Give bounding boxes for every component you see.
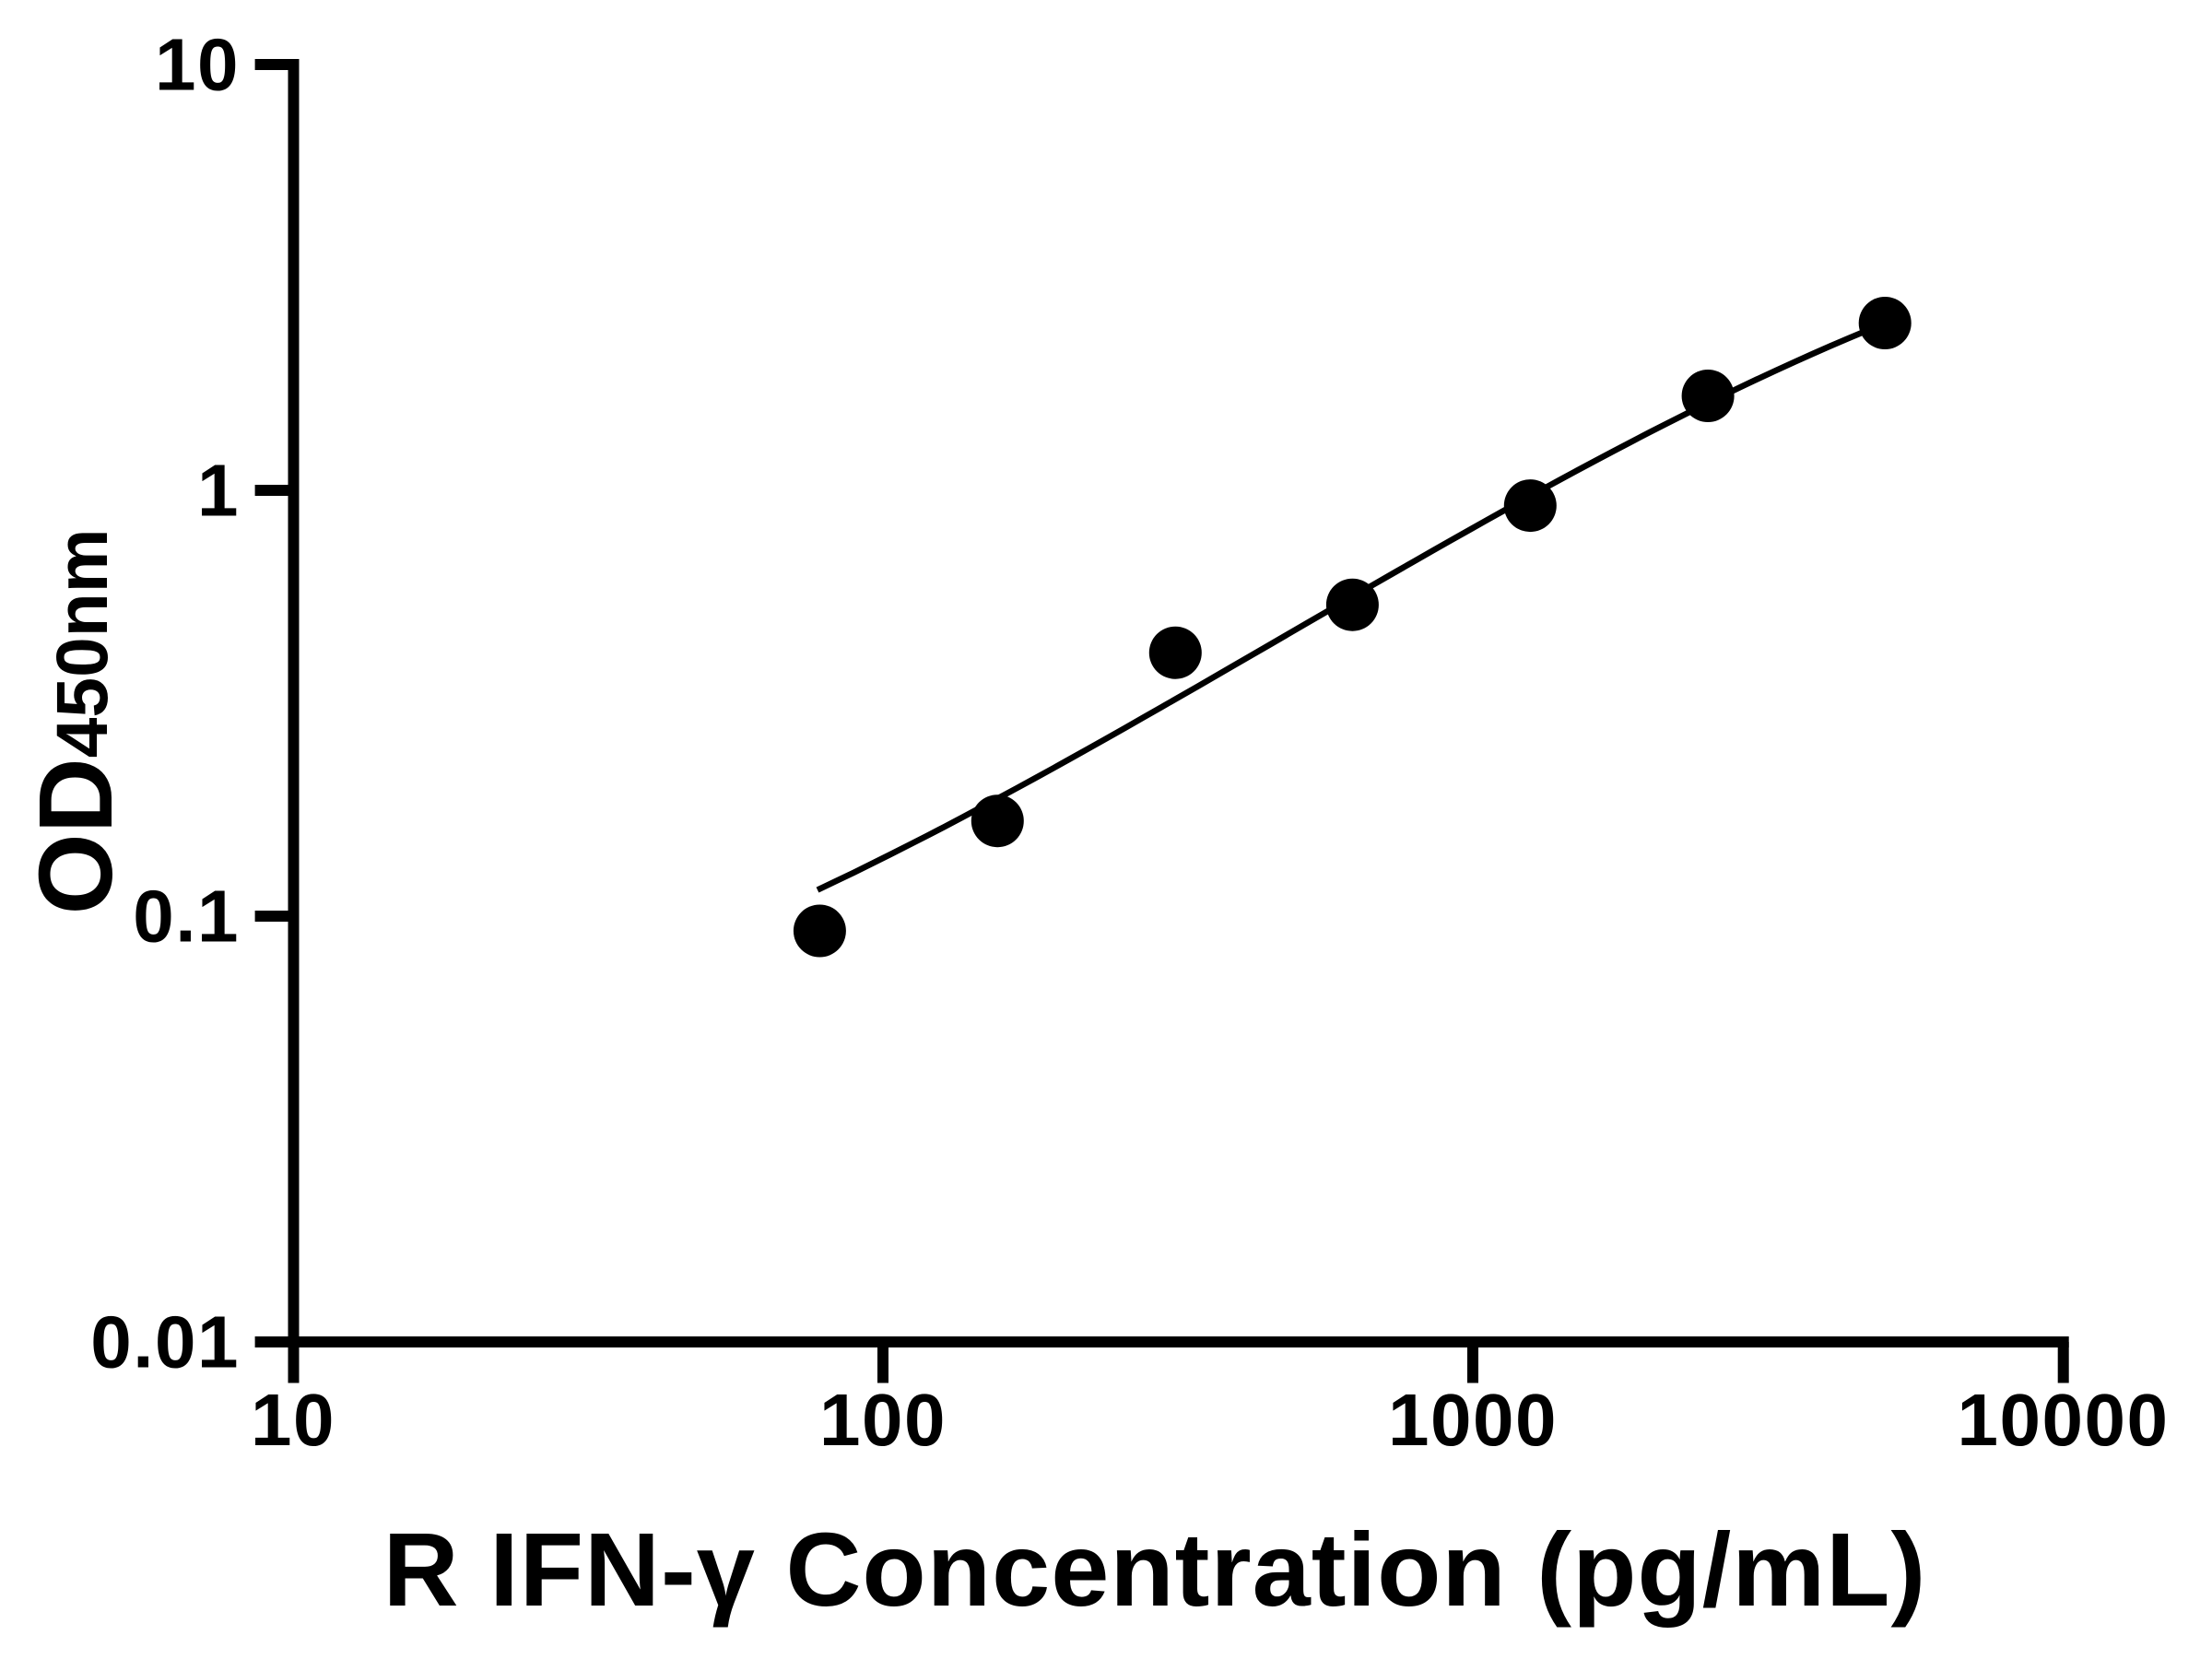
svg-text:1000: 1000 [1388,1379,1558,1461]
svg-text:1: 1 [197,450,240,532]
svg-text:10: 10 [251,1379,335,1461]
svg-text:R IFN-γ Concentration (pg/mL): R IFN-γ Concentration (pg/mL) [383,1512,1927,1629]
svg-text:100: 100 [819,1379,947,1461]
svg-text:10: 10 [155,24,240,106]
svg-text:0.01: 0.01 [90,1301,240,1383]
svg-text:10000: 10000 [1958,1379,2170,1461]
svg-text:0.1: 0.1 [133,876,240,958]
